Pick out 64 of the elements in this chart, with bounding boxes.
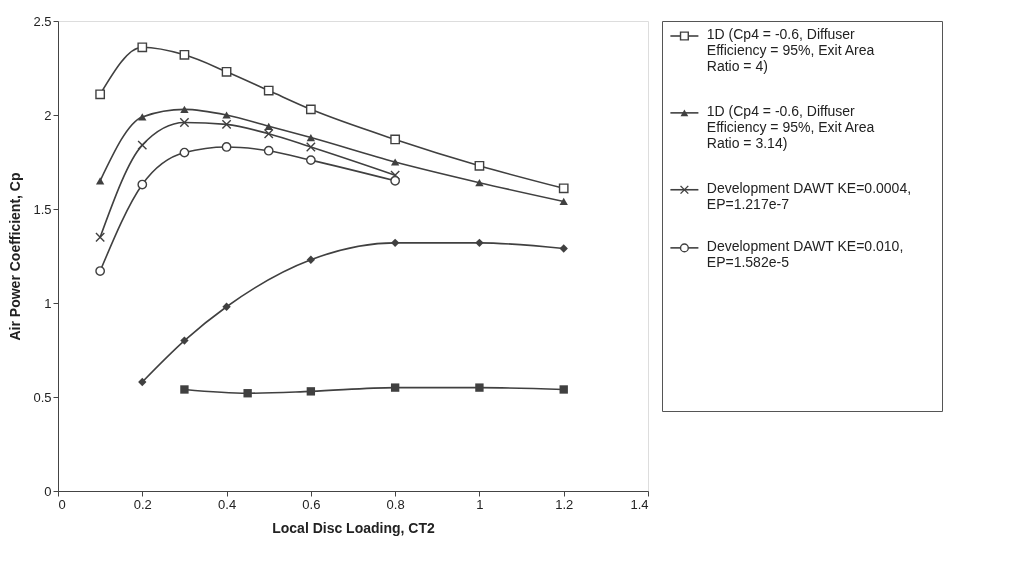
- x-tick-label: 1: [476, 496, 484, 512]
- point: [137, 179, 148, 190]
- point: [179, 49, 190, 60]
- point: [222, 111, 231, 119]
- point: [95, 232, 106, 243]
- point: [180, 336, 189, 345]
- legend-label: 1D (Cp4 = -0.6, Diffuser Efficiency = 95%, Exit Area Ratio = 4): [706, 26, 875, 74]
- point: [95, 266, 106, 276]
- point: [95, 89, 106, 100]
- point: [559, 385, 568, 394]
- point: [179, 117, 190, 128]
- y-tick-label: 0.5: [33, 389, 52, 405]
- point: [263, 145, 274, 156]
- point: [390, 134, 401, 145]
- point: [305, 142, 316, 152]
- x-tick-label: 0.8: [386, 496, 405, 512]
- point: [263, 85, 274, 96]
- point: [559, 244, 568, 253]
- point: [138, 377, 147, 387]
- point: [390, 238, 400, 248]
- point: [390, 158, 400, 166]
- point: [95, 177, 105, 185]
- legend-label: Development DAWT KE=0.0004, EP=1.217e-7: [706, 179, 912, 212]
- point: [221, 142, 232, 152]
- x-axis-title: Local Disc Loading, CT2: [272, 519, 435, 536]
- x-tick-label: 0.2: [133, 496, 152, 512]
- y-tick-label: 2: [44, 107, 52, 123]
- point: [138, 113, 147, 121]
- point: [559, 197, 568, 206]
- point: [243, 389, 252, 398]
- point: [180, 105, 189, 113]
- y-axis-title: Air Power Coefficient, Cp: [7, 172, 24, 341]
- point: [305, 104, 316, 115]
- x-tick-label: 1.2: [555, 496, 574, 512]
- point: [558, 183, 569, 194]
- point: [263, 128, 274, 139]
- point: [475, 238, 484, 248]
- point: [306, 387, 316, 396]
- legend-label: Development DAWT KE=0.010, EP=1.582e-5: [706, 237, 904, 270]
- x-tick-label: 0: [58, 496, 66, 512]
- point: [137, 140, 148, 150]
- point: [305, 155, 316, 165]
- x-tick-label: 1.4: [630, 496, 649, 512]
- point: [390, 175, 401, 186]
- point: [264, 122, 273, 130]
- point: [221, 119, 232, 130]
- y-tick-label: 1.5: [33, 201, 52, 217]
- point: [180, 385, 189, 394]
- x-tick-label: 0.4: [218, 496, 237, 512]
- point: [306, 255, 316, 264]
- y-tick-label: 0: [44, 483, 52, 499]
- y-tick-label: 1: [44, 295, 52, 311]
- point: [475, 179, 484, 187]
- point: [390, 383, 400, 392]
- point: [222, 302, 231, 311]
- point: [306, 133, 316, 142]
- x-tick-label: 0.6: [302, 496, 321, 512]
- legend-label: 1D (Cp4 = -0.6, Diffuser Efficiency = 95%, Exit Area Ratio = 3.14): [706, 102, 875, 151]
- point: [179, 147, 190, 158]
- y-tick-label: 2.5: [33, 13, 52, 29]
- point: [474, 160, 485, 171]
- point: [475, 383, 484, 392]
- point: [137, 42, 148, 53]
- point: [221, 66, 232, 77]
